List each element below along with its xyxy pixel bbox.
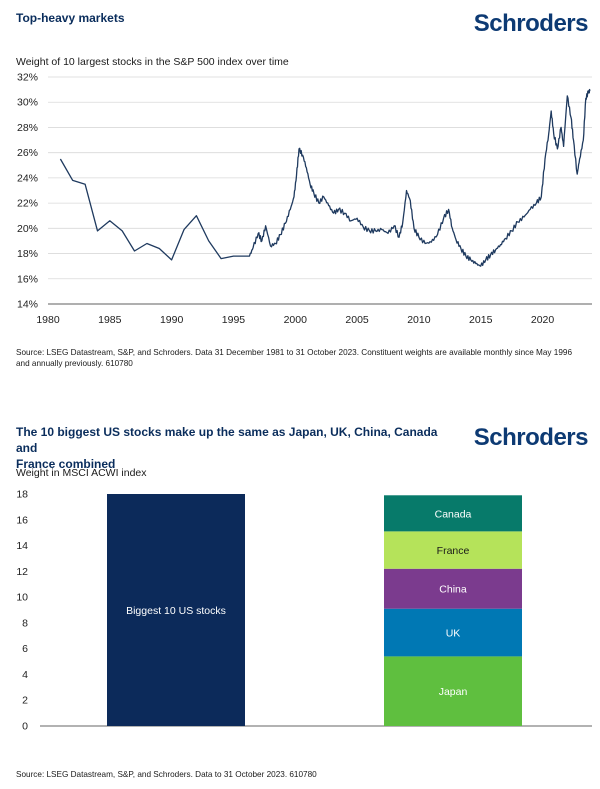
- chart1-y-tick-labels: 14% 16% 18% 20% 22% 24% 26% 28% 30% 32%: [17, 72, 38, 311]
- y-tick-label: 18%: [17, 248, 38, 260]
- y-tick-label: 14: [16, 540, 28, 552]
- line-chart: 14%16%18%20%22%24%26%28%30%32% 1980 1985 1…: [17, 72, 592, 326]
- bar-segment-label-canada: Canada: [435, 508, 472, 520]
- schroders-logo-top: Schroders: [473, 10, 589, 37]
- chart1-title: Top-heavy markets: [16, 11, 125, 25]
- bar-segment-canada: [384, 495, 522, 532]
- bar-label-biggest-10-us-stocks: Biggest 10 US stocks: [126, 605, 226, 617]
- x-tick-label: 1990: [160, 314, 184, 326]
- y-tick-label: 26%: [17, 147, 38, 159]
- chart1-source: Source: LSEG Datastream, S&P, and Schrod…: [16, 348, 572, 368]
- y-tick-label: 10: [16, 592, 28, 604]
- y-tick-label: 24%: [17, 172, 38, 184]
- chart1-subtitle: Weight of 10 largest stocks in the S&P 5…: [16, 56, 289, 68]
- bar-segment-france: [384, 531, 522, 569]
- chart2-title-line1: The 10 biggest US stocks make up the sam…: [16, 425, 438, 455]
- bar-biggest-10-us-stocks: [107, 494, 245, 726]
- y-tick-label: 4: [22, 669, 28, 681]
- chart2-title-line2: France combined: [16, 457, 116, 471]
- chart2-title: The 10 biggest US stocks make up the sam…: [16, 424, 456, 472]
- x-tick-label: 2015: [469, 314, 493, 326]
- x-tick-label: 1985: [98, 314, 122, 326]
- x-tick-label: 1995: [222, 314, 246, 326]
- chart2-source: Source: LSEG Datastream, S&P, and Schrod…: [16, 770, 317, 779]
- chart2-bars: Biggest 10 US stocks Japan UK China France Ca…: [107, 494, 522, 726]
- y-tick-label: 14%: [17, 299, 38, 311]
- y-tick-label: 16%: [17, 273, 38, 285]
- y-tick-label: 28%: [17, 122, 38, 134]
- schroders-logo-bottom: Schroders: [473, 424, 589, 451]
- bar-segment-china: [384, 568, 522, 609]
- bar-segment-label-china: China: [439, 584, 467, 596]
- chart1-x-tick-labels: 1980 1985 1990 1995 2000 2005 2010 2015 2020: [36, 314, 554, 326]
- y-tick-label: 20%: [17, 223, 38, 235]
- bar-segment-label-france: France: [437, 545, 470, 557]
- x-tick-label: 2010: [407, 314, 431, 326]
- y-tick-label: 2: [22, 695, 28, 707]
- bar-chart: 0 2 4 6 8 10 12 14 16 18 Biggest 10 US stocks Japa…: [16, 489, 592, 733]
- series-line-top10-weight: [59, 88, 591, 267]
- y-tick-label: 8: [22, 617, 28, 629]
- y-tick-label: 30%: [17, 97, 38, 109]
- bar-segment-label-japan: Japan: [439, 686, 468, 698]
- y-tick-label: 18: [16, 489, 28, 501]
- y-tick-label: 32%: [17, 72, 38, 84]
- y-tick-label: 0: [22, 721, 28, 733]
- y-tick-label: 12: [16, 566, 28, 578]
- y-tick-label: 16: [16, 514, 28, 526]
- y-tick-label: 22%: [17, 198, 38, 210]
- x-tick-label: 1980: [36, 314, 60, 326]
- bar-segment-uk: [384, 608, 522, 657]
- bar-segment-label-uk: UK: [446, 628, 461, 640]
- chart1-gridlines: [48, 76, 592, 305]
- x-tick-label: 2020: [531, 314, 555, 326]
- chart2-y-tick-labels: 0 2 4 6 8 10 12 14 16 18: [16, 489, 28, 733]
- chart2-subtitle: Weight in MSCI ACWI index: [16, 467, 147, 479]
- y-tick-label: 6: [22, 643, 28, 655]
- bar-segment-japan: [384, 656, 522, 726]
- x-tick-label: 2005: [345, 314, 369, 326]
- x-tick-label: 2000: [284, 314, 308, 326]
